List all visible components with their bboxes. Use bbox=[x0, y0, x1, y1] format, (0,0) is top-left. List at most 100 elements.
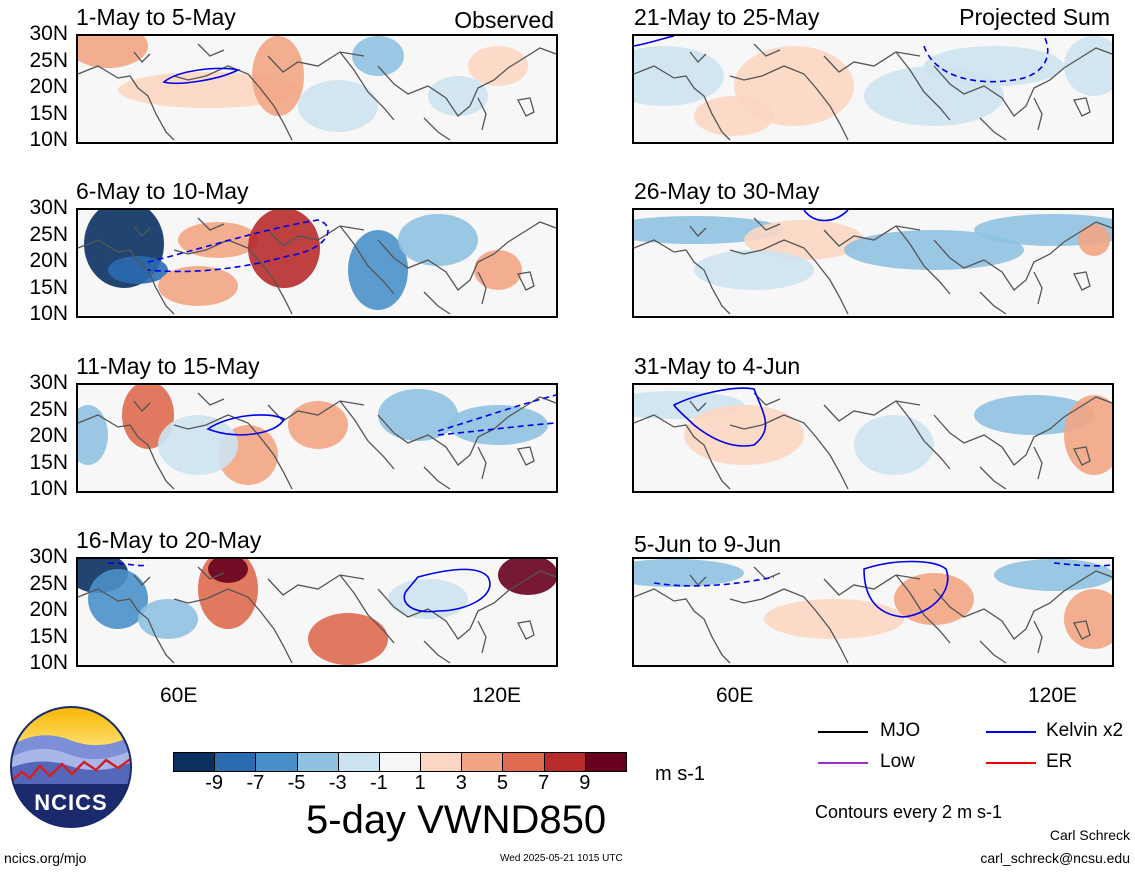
map-graphic bbox=[634, 36, 1112, 141]
map-graphic bbox=[634, 559, 1112, 664]
anomaly-shading bbox=[974, 214, 1112, 246]
anomaly-shading bbox=[388, 579, 468, 619]
panel-title: 1-May to 5-May bbox=[76, 4, 236, 30]
anomaly-shading bbox=[498, 559, 556, 595]
colorbar-tick-label: -5 bbox=[287, 772, 306, 794]
coastline bbox=[78, 43, 556, 141]
anomaly-shading bbox=[298, 80, 378, 132]
kelvin-contour bbox=[403, 568, 491, 613]
coastline bbox=[78, 217, 556, 315]
anomaly-shading bbox=[288, 401, 348, 449]
lon-label-60e-left: 60E bbox=[160, 684, 198, 707]
lat-label: 15N bbox=[29, 450, 68, 474]
anomaly-shading bbox=[684, 405, 804, 465]
colorbar-tick-label: -3 bbox=[328, 772, 347, 794]
colorbar-bin bbox=[584, 752, 627, 772]
colorbar-tick-label: 7 bbox=[538, 772, 550, 794]
panel-title: 5-Jun to 9-Jun bbox=[634, 531, 782, 557]
panel-title: 6-May to 10-May bbox=[76, 178, 249, 204]
anomaly-shading bbox=[1078, 224, 1110, 256]
anomaly-shading bbox=[468, 46, 528, 86]
legend-label-mjo: MJO bbox=[880, 720, 921, 741]
kelvin-contour bbox=[107, 562, 149, 567]
lat-label: 10N bbox=[29, 302, 68, 325]
map-panel-observed-2 bbox=[76, 208, 558, 318]
anomaly-shading bbox=[108, 256, 168, 284]
panel-tag: Projected Sum bbox=[959, 4, 1110, 30]
lat-label: 20N bbox=[29, 424, 68, 447]
legend-label-er: ER bbox=[1046, 751, 1073, 772]
map-panel-projected-1 bbox=[632, 34, 1114, 144]
anomaly-shading bbox=[378, 389, 458, 441]
legend-line-mjo bbox=[818, 731, 868, 733]
anomaly-shading bbox=[308, 613, 388, 665]
kelvin-contour bbox=[923, 36, 1049, 83]
lon-label-60e-right: 60E bbox=[716, 684, 754, 707]
colorbar-tick-label: -1 bbox=[370, 772, 388, 794]
logo-emblem-icon bbox=[10, 706, 132, 828]
anomaly-shading bbox=[158, 415, 238, 475]
main-title: 5-day VWND850 bbox=[306, 798, 607, 842]
lat-label: 25N bbox=[29, 571, 68, 595]
legend-line-low bbox=[818, 762, 868, 764]
anomaly-shading bbox=[994, 559, 1112, 591]
anomaly-shading bbox=[178, 222, 258, 258]
anomaly-shading bbox=[78, 405, 108, 465]
coastline bbox=[634, 217, 1112, 315]
colorbar-tick-label: -9 bbox=[205, 772, 224, 794]
anomaly-shading bbox=[1064, 36, 1112, 96]
kelvin-contour bbox=[672, 387, 767, 447]
lon-label-120e-right: 120E bbox=[1028, 684, 1078, 707]
anomaly-shading bbox=[248, 210, 320, 288]
lat-label: 30N bbox=[29, 196, 68, 219]
anomaly-shading bbox=[744, 220, 864, 260]
lat-label: 30N bbox=[29, 371, 68, 394]
anomaly-shading bbox=[974, 395, 1094, 435]
ncics-logo: NCICS bbox=[10, 706, 132, 828]
lat-label: 30N bbox=[29, 545, 68, 568]
lat-label: 10N bbox=[29, 651, 68, 674]
coastline bbox=[78, 566, 556, 664]
kelvin-contour bbox=[162, 67, 241, 85]
anomaly-shading bbox=[694, 250, 814, 290]
contour-note: Contours every 2 m s-1 bbox=[815, 802, 1003, 822]
coastline bbox=[78, 392, 556, 490]
map-panel-observed-4 bbox=[76, 557, 558, 667]
lat-label: 15N bbox=[29, 275, 68, 299]
anomaly-shading bbox=[924, 46, 1064, 86]
colorbar-tick-label: 9 bbox=[579, 772, 591, 794]
kelvin-contour bbox=[863, 560, 949, 618]
lat-label: 10N bbox=[29, 477, 68, 500]
map-panel-projected-3 bbox=[632, 383, 1114, 493]
anomaly-shading bbox=[398, 214, 478, 266]
colorbar-bin bbox=[378, 752, 422, 772]
coastline bbox=[634, 392, 1112, 490]
anomaly-shading bbox=[158, 266, 238, 306]
map-graphic bbox=[78, 559, 556, 665]
colorbar-bin bbox=[543, 752, 586, 772]
anomaly-shading bbox=[474, 250, 522, 290]
lon-label-120e-left: 120E bbox=[472, 684, 522, 707]
panel-title: 26-May to 30-May bbox=[634, 178, 820, 204]
legend-line-er bbox=[986, 762, 1036, 764]
anomaly-shading bbox=[78, 36, 148, 68]
map-graphic bbox=[634, 210, 1112, 315]
lat-label: 20N bbox=[29, 598, 68, 621]
colorbar-tick-label: -7 bbox=[246, 772, 265, 794]
anomaly-shading bbox=[208, 559, 248, 583]
panel-title: 11-May to 15-May bbox=[76, 353, 260, 379]
colorbar-tick-label: 1 bbox=[414, 772, 426, 794]
anomaly-shading bbox=[1064, 395, 1112, 475]
map-panel-projected-4 bbox=[632, 557, 1114, 667]
anomaly-shading bbox=[1064, 589, 1112, 649]
lat-label: 25N bbox=[29, 222, 68, 246]
lat-label: 20N bbox=[29, 249, 68, 272]
panel-title: 16-May to 20-May bbox=[76, 527, 262, 553]
colorbar-units: m s-1 bbox=[655, 763, 705, 785]
colorbar-tick-label: 3 bbox=[455, 772, 467, 794]
lat-label: 25N bbox=[29, 397, 68, 421]
anomaly-shading bbox=[352, 36, 404, 76]
anomaly-shading bbox=[854, 415, 934, 475]
kelvin-contour bbox=[437, 422, 556, 436]
map-panel-observed-3 bbox=[76, 383, 558, 493]
